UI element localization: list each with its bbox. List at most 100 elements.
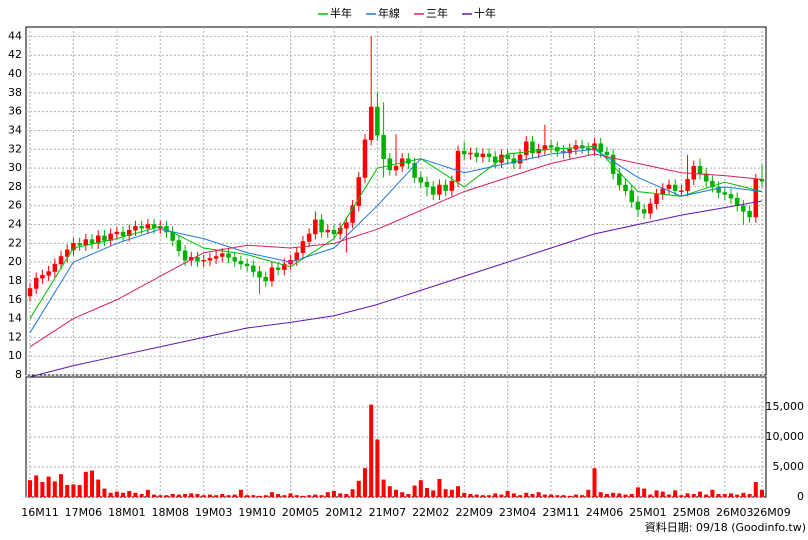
volume-bar <box>716 494 721 497</box>
candle-body <box>474 152 479 158</box>
volume-bar <box>456 486 461 497</box>
volume-bar <box>542 494 547 497</box>
volume-bar <box>387 486 392 497</box>
volume-bar <box>480 495 485 497</box>
candle-body <box>64 249 70 257</box>
volume-bar <box>362 468 367 497</box>
candle-body <box>251 265 256 272</box>
volume-bar <box>344 494 349 497</box>
volume-bar <box>598 492 603 497</box>
volume-bar <box>443 489 448 497</box>
y-tick-label: 24 <box>8 218 22 231</box>
volume-bar <box>524 492 529 497</box>
volume-bar <box>375 439 380 497</box>
price-panel <box>25 26 767 376</box>
volume-bar <box>263 495 268 497</box>
candle-body <box>83 239 89 246</box>
volume-bar <box>331 491 336 497</box>
x-tick-label: 24M06 <box>586 506 624 519</box>
candle-body <box>449 180 455 191</box>
candle-body <box>461 150 467 155</box>
candle-body <box>282 263 287 270</box>
volume-tick-label: 0 <box>797 490 804 503</box>
x-tick-label: 22M09 <box>455 506 493 519</box>
candle-body <box>660 188 665 195</box>
y-tick-label: 42 <box>8 48 22 61</box>
volume-bar <box>133 492 138 497</box>
candle-body <box>201 260 206 262</box>
x-tick-label: 26M03 <box>716 506 754 519</box>
candle-body <box>679 190 684 192</box>
volume-bar <box>617 493 622 497</box>
x-tick-label: 19M03 <box>195 506 233 519</box>
volume-bar <box>369 404 374 497</box>
volume-bar <box>648 494 653 497</box>
volume-bar <box>307 495 312 497</box>
candle-body <box>437 184 442 195</box>
volume-bar <box>183 494 188 497</box>
volume-bar <box>449 489 454 497</box>
volume-bar <box>300 495 305 497</box>
y-tick-label: 12 <box>8 330 22 343</box>
x-tick-label: 18M01 <box>108 506 146 519</box>
candle-body <box>703 173 709 182</box>
y-tick-label: 22 <box>8 236 22 249</box>
candle-body <box>685 179 690 191</box>
candle-body <box>517 154 523 164</box>
candle-body <box>468 152 473 155</box>
volume-bar <box>604 494 609 497</box>
volume-bar <box>406 494 411 497</box>
volume-bar <box>511 493 516 497</box>
candle-body <box>275 267 281 270</box>
candle-body <box>319 219 324 233</box>
y-tick-label: 30 <box>8 161 22 174</box>
volume-bar <box>499 494 504 497</box>
ma-line <box>29 153 763 348</box>
candle-body <box>176 240 182 252</box>
volume-bar <box>418 480 423 497</box>
legend-label: 三年 <box>426 6 448 20</box>
x-tick-label: 17M06 <box>65 506 103 519</box>
candle-body <box>139 226 144 229</box>
candle-body <box>182 250 188 261</box>
candle-body <box>33 277 39 289</box>
candle-body <box>381 134 386 159</box>
volume-bar <box>83 471 88 497</box>
candle-body <box>722 192 728 195</box>
candle-body <box>697 165 703 174</box>
volume-bar <box>437 479 442 497</box>
volume-bar <box>735 494 740 497</box>
volume-bar <box>747 494 752 497</box>
volume-bar <box>350 489 355 497</box>
volume-bar <box>691 494 696 497</box>
candle-body <box>598 143 603 153</box>
candle-body <box>617 173 622 186</box>
volume-bar <box>251 495 256 497</box>
volume-bar <box>505 491 510 497</box>
volume-bar <box>170 494 175 497</box>
x-tick-label: 23M04 <box>499 506 537 519</box>
x-tick-label: 25M08 <box>673 506 711 519</box>
candle-body <box>102 235 107 241</box>
volume-bar <box>666 494 671 497</box>
volume-bar <box>673 490 678 497</box>
y-tick-label: 8 <box>15 368 22 381</box>
candle-body <box>716 186 721 193</box>
volume-tick-label: 5,000 <box>773 460 805 473</box>
y-tick-label: 36 <box>8 105 22 118</box>
volume-bar <box>586 489 591 497</box>
volume-bar <box>530 494 535 497</box>
candle-body <box>629 190 634 203</box>
candle-body <box>455 150 461 182</box>
candle-body <box>691 165 697 180</box>
x-tick-label: 16M11 <box>21 506 59 519</box>
volume-bar <box>654 490 659 497</box>
x-tick-label: 20M12 <box>325 506 363 519</box>
candle-body <box>480 153 486 158</box>
candle-body <box>747 211 752 218</box>
volume-bar <box>96 479 101 497</box>
y-tick-label: 18 <box>8 274 22 287</box>
candle-body <box>505 154 510 159</box>
volume-bar <box>220 494 225 497</box>
volume-bar <box>592 468 597 497</box>
